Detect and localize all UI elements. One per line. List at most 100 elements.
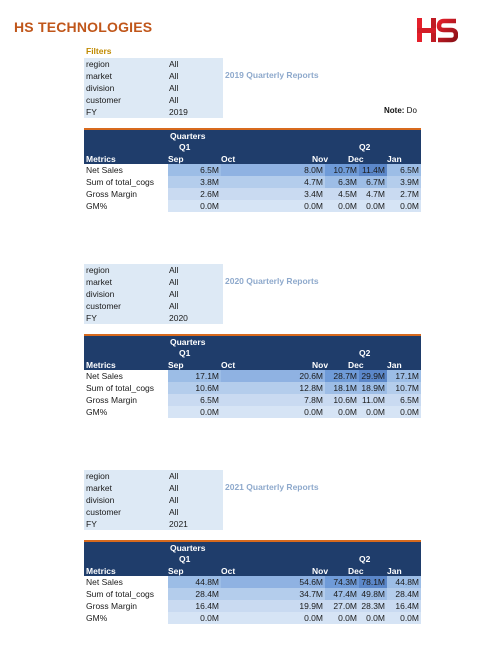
table-cell[interactable]: 0.0M bbox=[221, 406, 325, 418]
filter-row-fy[interactable]: FY 2020 bbox=[84, 312, 223, 324]
table-cell[interactable]: 0.0M bbox=[359, 200, 387, 212]
table-cell[interactable]: 20.6M bbox=[221, 370, 325, 382]
filter-key: customer bbox=[86, 95, 121, 105]
filter-value[interactable]: 2019 bbox=[169, 107, 188, 117]
table-cell[interactable]: 0.0M bbox=[359, 612, 387, 624]
filter-row-division[interactable]: division All bbox=[84, 288, 223, 300]
table-cell[interactable]: 44.8M bbox=[387, 576, 421, 588]
table-cell[interactable]: 0.0M bbox=[359, 406, 387, 418]
filter-value[interactable]: All bbox=[169, 301, 179, 311]
table-cell[interactable]: 6.5M bbox=[168, 164, 221, 176]
filter-value[interactable]: All bbox=[169, 483, 179, 493]
table-cell[interactable]: 0.0M bbox=[168, 612, 221, 624]
table-cell[interactable]: 3.9M bbox=[387, 176, 421, 188]
filter-row-division[interactable]: division All bbox=[84, 82, 223, 94]
filter-row-region[interactable]: region All bbox=[84, 470, 223, 482]
table-cell[interactable]: 44.8M bbox=[168, 576, 221, 588]
table-cell[interactable]: 18.1M bbox=[325, 382, 359, 394]
filter-value[interactable]: All bbox=[169, 277, 179, 287]
filter-value[interactable]: All bbox=[169, 507, 179, 517]
table-cell[interactable]: 4.7M bbox=[359, 188, 387, 200]
filter-row-customer[interactable]: customer All bbox=[84, 506, 223, 518]
filter-row-customer[interactable]: customer All bbox=[84, 300, 223, 312]
table-cell[interactable]: 28.4M bbox=[168, 588, 221, 600]
filter-row-region[interactable]: region All bbox=[84, 264, 223, 276]
table-cell[interactable]: 4.7M bbox=[221, 176, 325, 188]
table-cell[interactable]: 6.5M bbox=[168, 394, 221, 406]
table-cell[interactable]: 8.0M bbox=[221, 164, 325, 176]
table-cell[interactable]: 28.4M bbox=[387, 588, 421, 600]
filter-row-fy[interactable]: FY 2019 bbox=[84, 106, 223, 118]
table-cell[interactable]: 2.6M bbox=[168, 188, 221, 200]
table-cell[interactable]: 0.0M bbox=[325, 200, 359, 212]
table-row: Sum of total_cogs 10.6M 12.8M 18.1M 18.9M 10.… bbox=[84, 382, 421, 394]
table-cell[interactable]: 18.9M bbox=[359, 382, 387, 394]
table-cell[interactable]: 0.0M bbox=[387, 406, 421, 418]
q1-label: Q1 bbox=[179, 142, 191, 152]
filter-value[interactable]: 2021 bbox=[169, 519, 188, 529]
table-cell[interactable]: 0.0M bbox=[221, 612, 325, 624]
table-cell[interactable]: 3.4M bbox=[221, 188, 325, 200]
table-cell[interactable]: 3.8M bbox=[168, 176, 221, 188]
quarters-label: Quarters bbox=[170, 131, 206, 141]
table-cell[interactable]: 10.7M bbox=[325, 164, 359, 176]
table-cell[interactable]: 27.0M bbox=[325, 600, 359, 612]
table-row: Sum of total_cogs 3.8M 4.7M 6.3M 6.7M 3.9M bbox=[84, 176, 421, 188]
metric-label: Net Sales bbox=[84, 370, 168, 382]
table-cell[interactable]: 7.8M bbox=[221, 394, 325, 406]
filter-value[interactable]: All bbox=[169, 83, 179, 93]
table-cell[interactable]: 0.0M bbox=[168, 406, 221, 418]
filter-value[interactable]: All bbox=[169, 59, 179, 69]
table-cell[interactable]: 34.7M bbox=[221, 588, 325, 600]
table-cell[interactable]: 0.0M bbox=[221, 200, 325, 212]
filter-value[interactable]: All bbox=[169, 265, 179, 275]
filter-value[interactable]: All bbox=[169, 95, 179, 105]
table-cell[interactable]: 10.7M bbox=[387, 382, 421, 394]
table-cell[interactable]: 0.0M bbox=[168, 200, 221, 212]
table-cell[interactable]: 19.9M bbox=[221, 600, 325, 612]
filter-row-market[interactable]: market All bbox=[84, 276, 223, 288]
filter-value[interactable]: All bbox=[169, 495, 179, 505]
table-cell[interactable]: 2.7M bbox=[387, 188, 421, 200]
table-cell[interactable]: 11.0M bbox=[359, 394, 387, 406]
filter-row-division[interactable]: division All bbox=[84, 494, 223, 506]
table-cell[interactable]: 10.6M bbox=[168, 382, 221, 394]
table-cell[interactable]: 47.4M bbox=[325, 588, 359, 600]
table-cell[interactable]: 29.9M bbox=[359, 370, 387, 382]
filter-row-fy[interactable]: FY 2021 bbox=[84, 518, 223, 530]
table-cell[interactable]: 10.6M bbox=[325, 394, 359, 406]
table-cell[interactable]: 16.4M bbox=[168, 600, 221, 612]
table-cell[interactable]: 0.0M bbox=[387, 200, 421, 212]
table-cell[interactable]: 6.7M bbox=[359, 176, 387, 188]
table-cell[interactable]: 28.7M bbox=[325, 370, 359, 382]
table-cell[interactable]: 78.1M bbox=[359, 576, 387, 588]
table-cell[interactable]: 74.3M bbox=[325, 576, 359, 588]
filter-row-market[interactable]: market All bbox=[84, 482, 223, 494]
table-cell[interactable]: 54.6M bbox=[221, 576, 325, 588]
table-cell[interactable]: 6.5M bbox=[387, 394, 421, 406]
filter-row-region[interactable]: region All bbox=[84, 58, 223, 70]
filter-row-market[interactable]: market All bbox=[84, 70, 223, 82]
filter-row-customer[interactable]: customer All bbox=[84, 94, 223, 106]
table-cell[interactable]: 0.0M bbox=[387, 612, 421, 624]
table-cell[interactable]: 11.4M bbox=[359, 164, 387, 176]
filter-value[interactable]: All bbox=[169, 71, 179, 81]
table-cell[interactable]: 28.3M bbox=[359, 600, 387, 612]
table-cell[interactable]: 6.5M bbox=[387, 164, 421, 176]
filter-panel: region All market All division All customer All… bbox=[84, 58, 223, 118]
filter-key: FY bbox=[86, 313, 97, 323]
table-cell[interactable]: 0.0M bbox=[325, 612, 359, 624]
table-cell[interactable]: 4.5M bbox=[325, 188, 359, 200]
table-cell[interactable]: 17.1M bbox=[387, 370, 421, 382]
filter-value[interactable]: All bbox=[169, 289, 179, 299]
filter-value[interactable]: All bbox=[169, 471, 179, 481]
table-cell[interactable]: 17.1M bbox=[168, 370, 221, 382]
table-row: Sum of total_cogs 28.4M 34.7M 47.4M 49.8M 28.… bbox=[84, 588, 421, 600]
table-cell[interactable]: 12.8M bbox=[221, 382, 325, 394]
table-cell[interactable]: 16.4M bbox=[387, 600, 421, 612]
table-cell[interactable]: 49.8M bbox=[359, 588, 387, 600]
table-cell[interactable]: 6.3M bbox=[325, 176, 359, 188]
table-cell[interactable]: 0.0M bbox=[325, 406, 359, 418]
filter-value[interactable]: 2020 bbox=[169, 313, 188, 323]
note-text: Note: Do bbox=[384, 106, 417, 115]
